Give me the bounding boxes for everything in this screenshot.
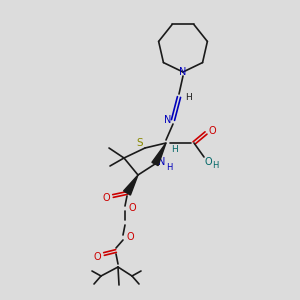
Polygon shape bbox=[124, 175, 138, 195]
Text: S: S bbox=[137, 138, 143, 148]
Text: H: H bbox=[172, 145, 178, 154]
Text: O: O bbox=[128, 203, 136, 213]
Text: O: O bbox=[93, 252, 101, 262]
Polygon shape bbox=[152, 143, 166, 166]
Text: O: O bbox=[204, 157, 212, 167]
Text: O: O bbox=[102, 193, 110, 203]
Text: O: O bbox=[208, 126, 216, 136]
Text: H: H bbox=[184, 92, 191, 101]
Text: N: N bbox=[158, 157, 166, 167]
Text: H: H bbox=[166, 164, 172, 172]
Text: H: H bbox=[212, 160, 218, 169]
Text: N: N bbox=[164, 115, 172, 125]
Text: N: N bbox=[179, 67, 187, 77]
Text: O: O bbox=[126, 232, 134, 242]
